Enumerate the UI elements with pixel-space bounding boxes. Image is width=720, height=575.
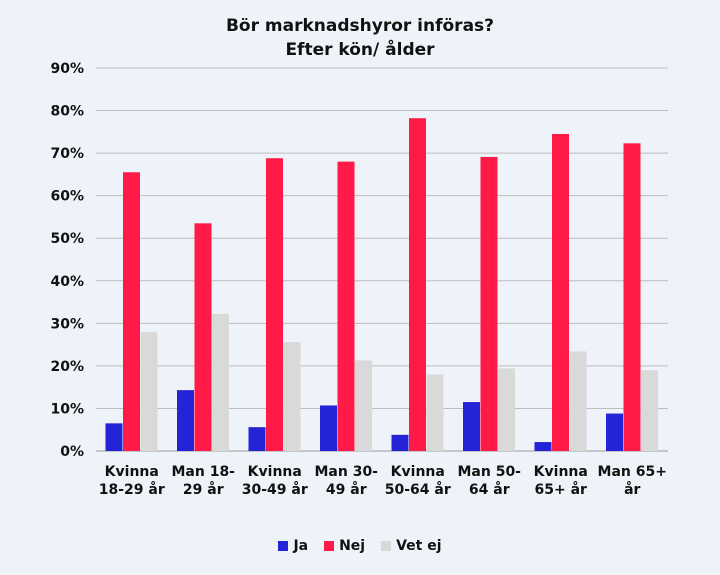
x-tick-label: 50-64 år: [385, 481, 451, 498]
chart-title: Bör marknadshyror införas?: [225, 16, 495, 36]
bar-nej: [480, 156, 498, 452]
bar-vet-ej: [212, 313, 229, 451]
x-tick-label: 64 år: [469, 481, 510, 498]
legend-item: Nej: [324, 538, 365, 554]
bar-nej: [552, 133, 569, 451]
bar-ja: [391, 434, 409, 451]
x-tick-label: 65+ år: [535, 481, 588, 498]
y-tick-label: 90%: [50, 61, 84, 77]
legend-label: Ja: [293, 538, 309, 554]
y-tick-label: 60%: [50, 189, 84, 205]
bar-vet-ej: [498, 368, 515, 451]
x-tick-label: 49 år: [326, 481, 367, 498]
x-tick-label: Kvinna: [534, 464, 588, 480]
bar-vet-ej: [569, 351, 587, 451]
x-tick-label: 29 år: [183, 481, 224, 498]
legend-swatch: [381, 541, 392, 551]
legend-item: Ja: [278, 538, 308, 554]
bar-ja: [177, 390, 194, 451]
legend-label: Vet ej: [396, 538, 442, 554]
legend-item: Vet ej: [381, 538, 442, 554]
y-tick-label: 80%: [50, 104, 84, 120]
bar-vet-ej: [283, 342, 301, 451]
x-tick-label: Man 50-: [457, 464, 521, 480]
bar-nej: [194, 223, 212, 451]
bar-nej: [623, 143, 641, 451]
y-tick-label: 50%: [50, 231, 84, 247]
bar-ja: [534, 442, 552, 451]
y-tick-label: 30%: [50, 316, 84, 332]
bar-ja: [248, 427, 266, 451]
bar-vet-ej: [355, 360, 372, 451]
x-tick-label: Kvinna: [105, 464, 159, 480]
bar-vet-ej: [140, 331, 158, 451]
bar-ja: [463, 402, 480, 451]
y-tick-label: 10%: [50, 401, 84, 417]
bar-ja: [105, 423, 123, 451]
legend-swatch: [324, 541, 335, 551]
legend-label: Nej: [339, 538, 366, 554]
y-tick-label: 0%: [60, 444, 84, 460]
chart-subtitle: Efter kön/ ålder: [285, 40, 435, 60]
y-tick-label: 20%: [50, 359, 84, 375]
bar-nej: [266, 158, 283, 451]
y-tick-label: 70%: [50, 146, 84, 162]
x-tick-label: Kvinna: [248, 464, 302, 480]
x-tick-label: Kvinna: [391, 464, 445, 480]
x-tick-label: 18-29 år: [99, 481, 165, 498]
chart-title-block: Bör marknadshyror införas? Efter kön/ ål…: [0, 14, 720, 62]
bar-nej: [123, 172, 140, 451]
x-tick-label: 30-49 år: [242, 481, 308, 498]
bar-nej: [409, 118, 426, 452]
bar-ja: [606, 413, 623, 451]
legend-swatch: [278, 541, 289, 551]
bar-ja: [320, 405, 337, 451]
x-tick-label: Man 18-: [171, 464, 235, 480]
x-tick-label: Man 30-: [314, 464, 378, 480]
y-tick-label: 40%: [50, 274, 84, 290]
x-tick-label: Man 65+: [598, 464, 667, 480]
x-tick-label: år: [624, 481, 640, 498]
bar-vet-ej: [426, 374, 444, 451]
bar-vet-ej: [641, 370, 658, 451]
bar-nej: [337, 161, 355, 451]
chart-legend: Ja Nej Vet ej: [0, 538, 720, 554]
